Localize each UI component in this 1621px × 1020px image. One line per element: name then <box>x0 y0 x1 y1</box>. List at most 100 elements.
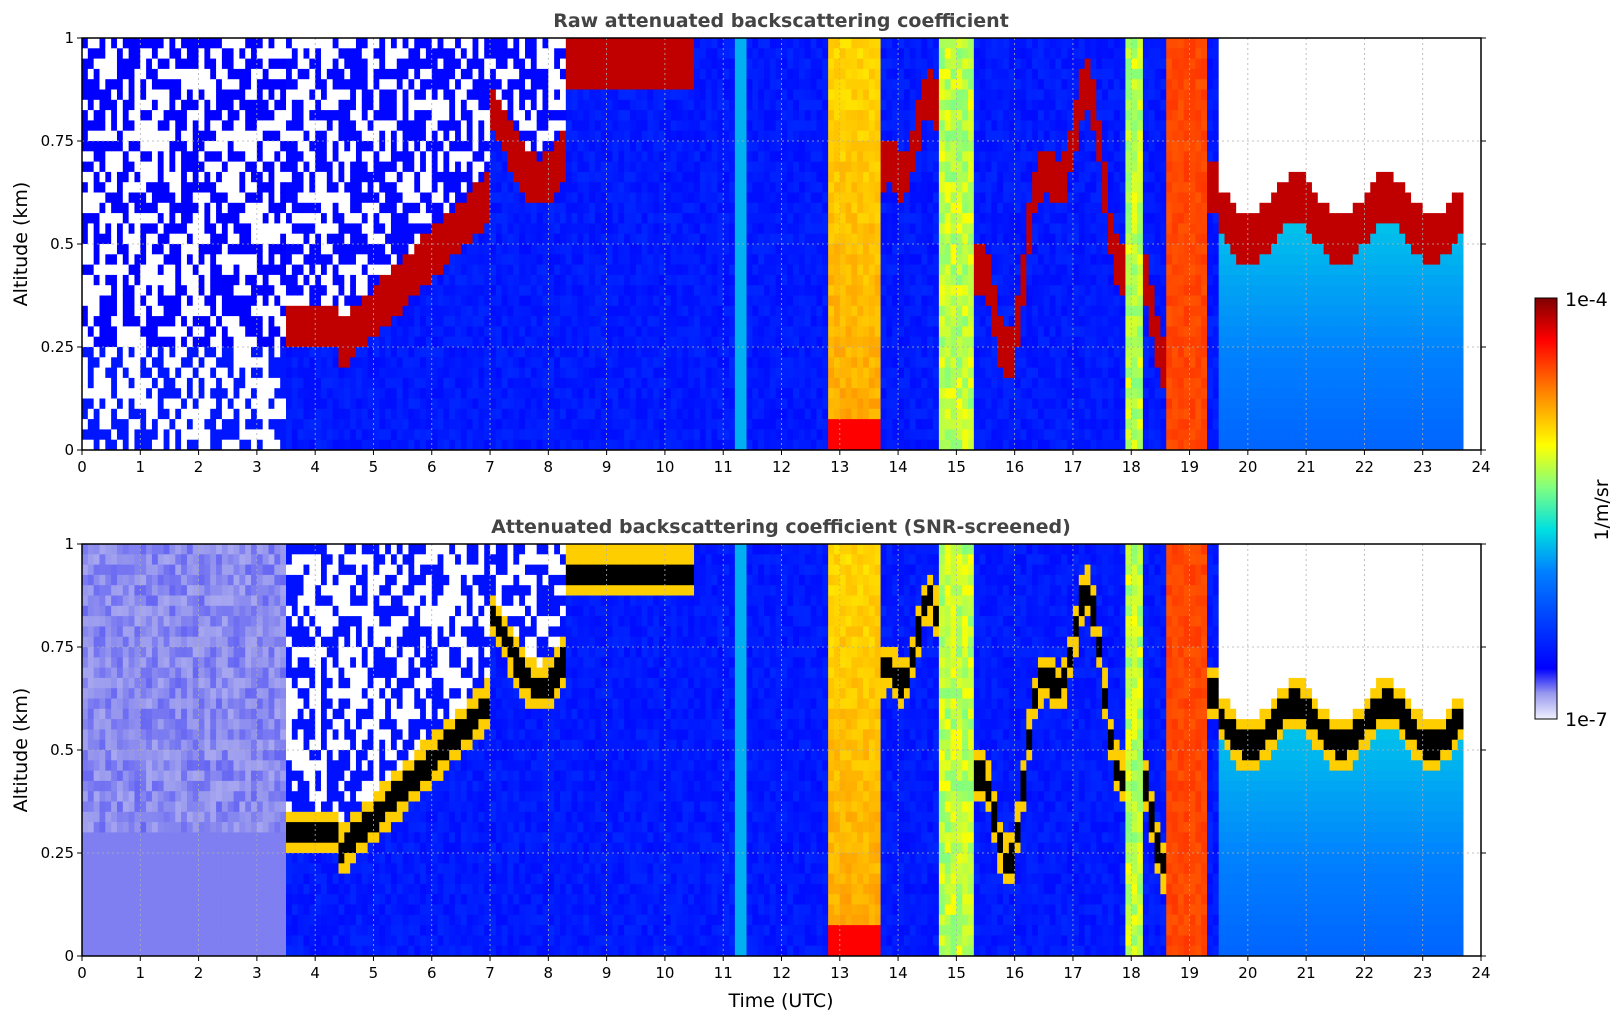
heatmap-cell <box>303 419 310 430</box>
heatmap-cell <box>676 398 683 410</box>
heatmap-cell <box>373 264 380 276</box>
heatmap-cell <box>274 110 281 121</box>
heatmap-cell <box>734 398 742 410</box>
heatmap-cell <box>315 254 322 266</box>
heatmap-cell <box>536 429 543 441</box>
heatmap-cell <box>501 171 509 183</box>
heatmap-cell <box>729 110 736 121</box>
heatmap-cell <box>111 182 118 193</box>
heatmap-cell <box>699 38 707 49</box>
heatmap-cell <box>647 408 654 420</box>
heatmap-cell <box>542 357 549 369</box>
heatmap-cell <box>315 347 322 358</box>
heatmap-cell <box>723 285 730 296</box>
heatmap-cell <box>705 244 713 255</box>
heatmap-cell <box>653 254 660 266</box>
heatmap-cell <box>624 213 631 224</box>
heatmap-cell <box>525 316 532 327</box>
heatmap-cell <box>612 171 619 183</box>
heatmap-cell <box>682 213 689 224</box>
heatmap-cell <box>186 305 194 317</box>
heatmap-cell <box>472 336 479 348</box>
heatmap-cell <box>186 192 194 204</box>
heatmap-cell <box>577 388 584 399</box>
heatmap-cell <box>723 408 730 420</box>
heatmap-cell <box>449 182 456 193</box>
heatmap-cell <box>629 388 637 399</box>
heatmap-cell <box>408 141 415 152</box>
heatmap-cell <box>204 171 211 183</box>
heatmap-cell <box>723 89 730 101</box>
heatmap-cell <box>804 274 812 286</box>
heatmap-cell <box>204 68 211 80</box>
heatmap-cell <box>443 305 450 317</box>
heatmap-cell <box>647 336 654 348</box>
heatmap-cell <box>251 357 258 369</box>
heatmap-cell <box>297 141 305 152</box>
heatmap-cell <box>466 223 474 235</box>
heatmap-cell <box>268 326 275 338</box>
heatmap-cell <box>373 357 380 369</box>
heatmap-cell <box>181 182 188 193</box>
heatmap-cell <box>705 151 713 163</box>
heatmap-cell <box>472 305 479 317</box>
heatmap-cell <box>245 388 252 399</box>
heatmap-cell <box>629 141 637 152</box>
heatmap-cell <box>274 233 281 245</box>
heatmap-cell <box>431 336 439 348</box>
heatmap-cell <box>274 68 281 80</box>
heatmap-cell <box>530 398 538 410</box>
heatmap-cell <box>99 347 106 358</box>
heatmap-cell <box>571 192 578 204</box>
heatmap-cell <box>303 202 310 214</box>
heatmap-cell <box>326 48 334 60</box>
heatmap-cell <box>437 161 444 173</box>
heatmap-cell <box>151 58 159 70</box>
heatmap-cell <box>659 79 666 90</box>
heatmap-cell <box>396 419 404 430</box>
heatmap-cell <box>134 130 141 142</box>
heatmap-cell <box>280 223 287 235</box>
heatmap-cell <box>589 285 596 296</box>
heatmap-cell <box>175 151 182 163</box>
heatmap-cell <box>268 99 275 111</box>
heatmap-cell <box>93 89 100 101</box>
heatmap-cell <box>711 48 718 60</box>
heatmap-cell <box>431 398 439 410</box>
heatmap-cell <box>740 336 748 348</box>
heatmap-cell <box>140 38 147 49</box>
heatmap-cell <box>344 38 351 49</box>
heatmap-cell <box>315 439 322 450</box>
heatmap-cell <box>221 326 229 338</box>
heatmap-cell <box>151 130 159 142</box>
heatmap-cell <box>559 244 567 255</box>
heatmap-cell <box>105 192 112 204</box>
heatmap-cell <box>297 79 305 90</box>
heatmap-cell <box>181 213 188 224</box>
heatmap-cell <box>431 89 439 101</box>
heatmap-cell <box>554 367 561 379</box>
heatmap-cell <box>635 336 643 348</box>
heatmap-cell <box>490 151 497 163</box>
heatmap-cell <box>530 141 538 152</box>
heatmap-cell <box>268 79 275 90</box>
heatmap-cell <box>746 48 753 60</box>
heatmap-cell <box>151 347 159 358</box>
heatmap-cell <box>554 151 561 163</box>
heatmap-cell <box>775 68 782 80</box>
heatmap-cell <box>385 295 392 307</box>
heatmap-cell <box>781 161 788 173</box>
heatmap-cell <box>798 419 806 430</box>
heatmap-cell <box>169 141 176 152</box>
heatmap-cell <box>699 141 707 152</box>
heatmap-cell <box>344 398 351 410</box>
heatmap-cell <box>624 68 631 80</box>
heatmap-cell <box>111 264 118 276</box>
heatmap-cell <box>734 182 742 193</box>
heatmap-cell <box>694 130 701 142</box>
heatmap-cell <box>332 89 339 101</box>
heatmap-cell <box>221 357 229 369</box>
heatmap-cell <box>746 141 753 152</box>
heatmap-cell <box>594 336 602 348</box>
heatmap-cell <box>659 305 666 317</box>
